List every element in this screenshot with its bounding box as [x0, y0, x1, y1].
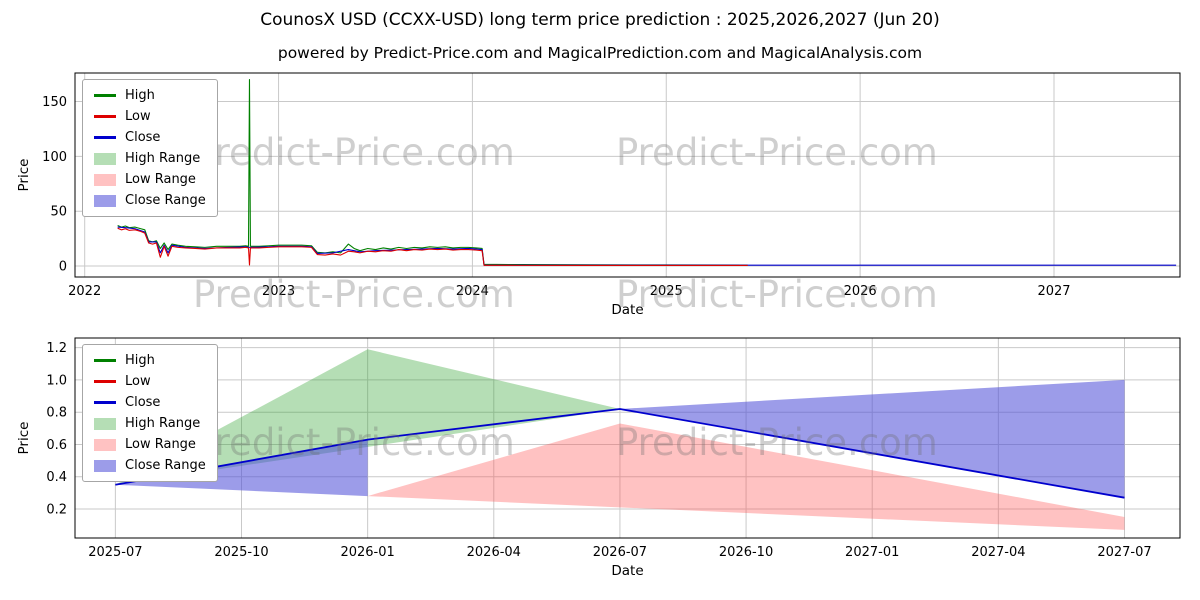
x-tick-label: 2023: [262, 284, 295, 299]
legend-label: Close: [125, 395, 161, 410]
legend-label: Low Range: [125, 437, 196, 452]
historical-price-chart: 2022 2023 2024 2025 2026 2027 0 50 100 150 Date Pri…: [16, 72, 1181, 318]
y-axis-label: Price: [16, 159, 32, 192]
chart-subtitle: powered by Predict-Price.com and Magical…: [277, 44, 923, 62]
legend-item-low: Low: [94, 109, 206, 124]
x-tick-label: 2024: [456, 284, 489, 299]
legend-item-high-range: High Range: [94, 416, 206, 431]
prediction-price-chart: 2025-07 2025-10 2026-01 2026-04 2026-07 2026-…: [16, 337, 1181, 579]
x-tick-label: 2022: [68, 284, 101, 299]
x-tick-label: 2025-10: [214, 545, 268, 560]
x-axis-label: Date: [611, 302, 643, 318]
y-tick-label: 0.4: [46, 470, 67, 485]
close-range-swatch: [94, 194, 116, 207]
close-swatch: [94, 136, 116, 139]
x-tick-label: 2027: [1037, 284, 1070, 299]
legend-label: Low: [125, 109, 151, 124]
legend-label: Close Range: [125, 458, 206, 473]
y-axis-label: Price: [16, 422, 32, 455]
legend-label: Close Range: [125, 193, 206, 208]
legend-item-low: Low: [94, 374, 206, 389]
close-line: [117, 226, 1177, 266]
low-range-swatch: [94, 173, 116, 186]
legend-label: Low: [125, 374, 151, 389]
low-line: [117, 227, 748, 267]
legend-label: Low Range: [125, 172, 196, 187]
high-range-swatch: [94, 417, 116, 430]
x-tick-label: 2027-04: [971, 545, 1025, 560]
low-range-band: [367, 423, 1125, 530]
legend-label: High Range: [125, 151, 201, 166]
low-range-swatch: [94, 438, 116, 451]
y-tick-label: 1.0: [46, 373, 67, 388]
x-tick-label: 2026: [844, 284, 877, 299]
low-swatch: [94, 380, 116, 383]
legend-item-close-range: Close Range: [94, 193, 206, 208]
legend-bottom-chart: High Low Close High Range Low Range Close Ran…: [82, 344, 218, 482]
x-tick-label: 2026-10: [719, 545, 773, 560]
x-tick-label: 2027-01: [845, 545, 899, 560]
y-tick-label: 1.2: [46, 341, 67, 356]
legend-item-high-range: High Range: [94, 151, 206, 166]
legend-item-low-range: Low Range: [94, 437, 206, 452]
y-tick-label: 0.8: [46, 406, 67, 421]
x-tick-label: 2026-04: [467, 545, 521, 560]
legend-item-high: High: [94, 353, 206, 368]
close-swatch: [94, 401, 116, 404]
plot-border: [74, 337, 1181, 539]
legend-label: High: [125, 88, 155, 103]
x-tick-label: 2026-01: [340, 545, 394, 560]
high-line: [117, 79, 748, 266]
close-range-swatch: [94, 459, 116, 472]
legend-item-close-range: Close Range: [94, 458, 206, 473]
close-line: [115, 408, 1125, 499]
y-tick-label: 0.2: [46, 502, 67, 517]
high-swatch: [94, 94, 116, 97]
legend-label: High: [125, 353, 155, 368]
x-axis-label: Date: [611, 563, 643, 579]
low-swatch: [94, 115, 116, 118]
legend-item-low-range: Low Range: [94, 172, 206, 187]
y-tick-label: 0.6: [46, 438, 67, 453]
close-range-band: [619, 379, 1125, 498]
legend-item-close: Close: [94, 395, 206, 410]
legend-top-chart: High Low Close High Range Low Range Close Ran…: [82, 79, 218, 217]
y-tick-label: 150: [42, 95, 67, 110]
y-tick-label: 0: [59, 260, 67, 275]
x-tick-label: 2025: [650, 284, 683, 299]
y-tick-label: 50: [50, 205, 67, 220]
chart-title: CounosX USD (CCXX-USD) long term price p…: [260, 10, 940, 30]
legend-label: Close: [125, 130, 161, 145]
high-range-band: [115, 349, 620, 485]
x-tick-label: 2025-07: [88, 545, 142, 560]
legend-item-close: Close: [94, 130, 206, 145]
high-range-swatch: [94, 152, 116, 165]
y-tick-label: 100: [42, 150, 67, 165]
high-swatch: [94, 359, 116, 362]
x-tick-label: 2026-07: [593, 545, 647, 560]
plot-border: [74, 72, 1181, 278]
x-tick-label: 2027-07: [1097, 545, 1151, 560]
legend-label: High Range: [125, 416, 201, 431]
legend-item-high: High: [94, 88, 206, 103]
